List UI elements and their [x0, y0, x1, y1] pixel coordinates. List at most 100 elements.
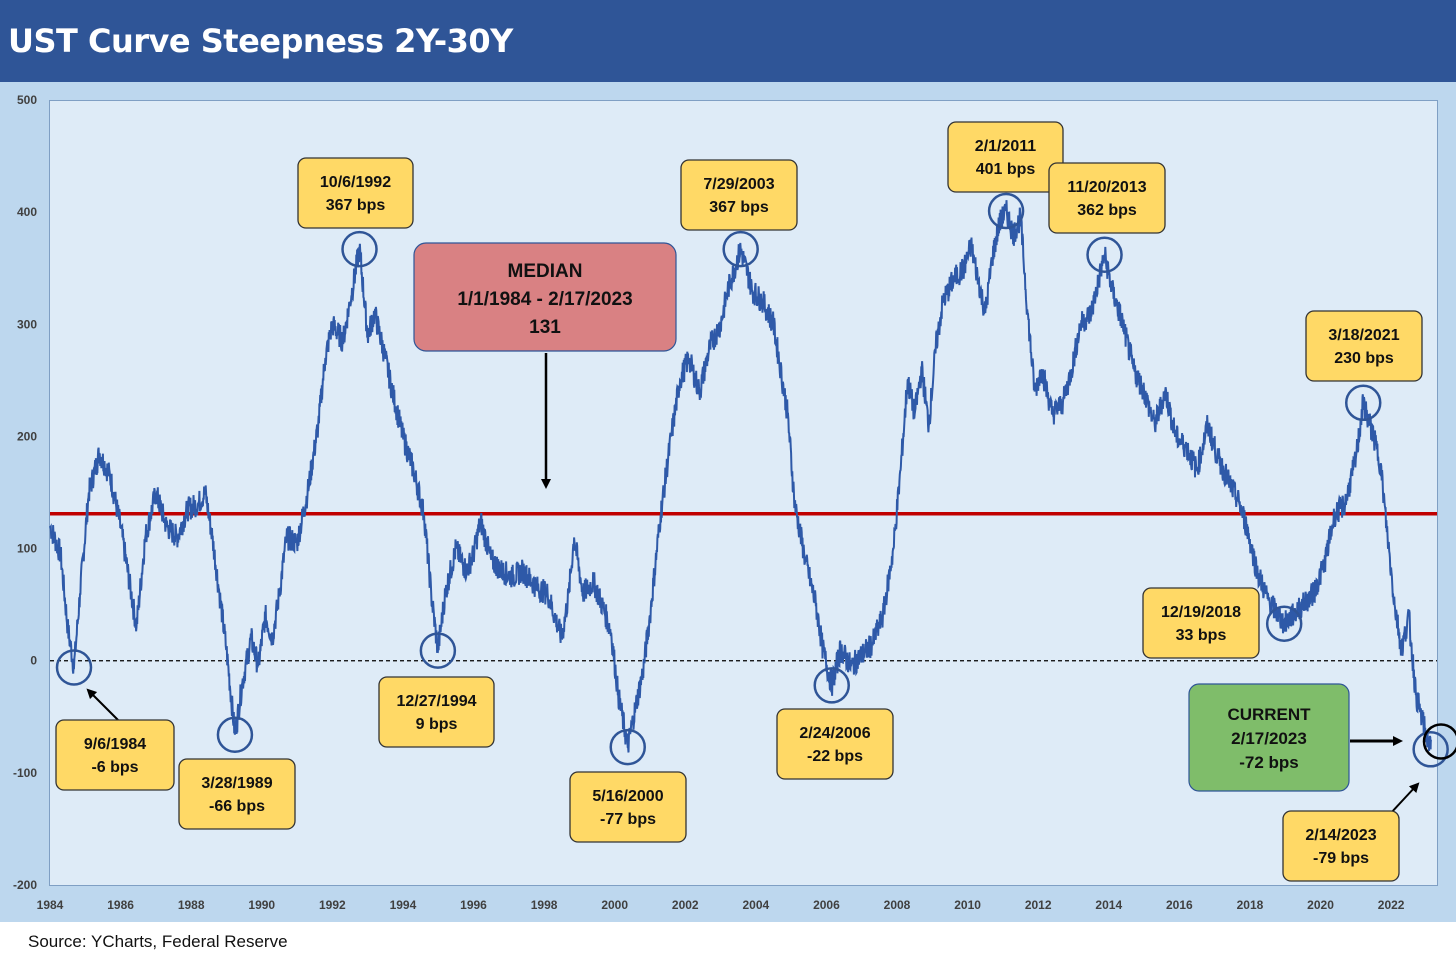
callout-a2006: 2/24/2006 -22 bps [776, 708, 894, 780]
callout-date: 9/6/1984 [84, 736, 146, 753]
callout-a2018: 12/19/2018 33 bps [1142, 587, 1260, 659]
callout-a1989: 3/28/1989 -66 bps [178, 758, 296, 830]
x-tick-label: 2018 [1237, 898, 1264, 912]
callout-date: 12/19/2018 [1161, 604, 1241, 621]
chart-title: UST Curve Steepness 2Y-30Y [8, 22, 513, 60]
extreme-circle [609, 728, 646, 766]
callout-date: 5/16/2000 [592, 788, 663, 805]
y-tick-label: 400 [17, 205, 37, 219]
callout-date: 11/20/2013 [1067, 179, 1146, 196]
callout-value: -79 bps [1313, 850, 1369, 867]
extreme-circle [987, 192, 1025, 230]
callout-date: 3/18/2021 [1328, 327, 1399, 344]
callout-value: 9 bps [416, 716, 458, 733]
extreme-circle [341, 230, 378, 268]
x-tick-label: 2002 [672, 898, 699, 912]
callout-a1994: 12/27/1994 9 bps [378, 676, 495, 748]
x-tick-label: 2006 [813, 898, 840, 912]
callout-box [1142, 587, 1260, 659]
x-axis-ticks: 1984 1986 1988 1990 1992 1994 1996 1998 2000 2002… [37, 898, 1405, 912]
current-box-line1: CURRENT [1227, 705, 1311, 724]
arrow-2023 [1389, 782, 1420, 815]
extreme-markers [55, 192, 1456, 768]
x-tick-label: 1984 [37, 898, 64, 912]
callout-box [55, 719, 175, 791]
callout-a2023: 2/14/2023 -79 bps [1282, 810, 1400, 882]
callout-box [776, 708, 894, 780]
y-tick-label: 200 [17, 429, 37, 443]
extreme-circle [419, 632, 457, 669]
callout-date: 2/14/2023 [1305, 827, 1376, 844]
series-line [49, 200, 1432, 753]
callout-a2011: 2/1/2011 401 bps [947, 121, 1064, 193]
callout-date: 7/29/2003 [703, 176, 774, 193]
callout-value: -22 bps [807, 748, 863, 765]
x-tick-label: 1992 [319, 898, 346, 912]
median-box-line3: 131 [529, 317, 561, 338]
x-tick-label: 1996 [460, 898, 487, 912]
median-box: MEDIAN 1/1/1984 - 2/17/2023 131 [413, 242, 677, 352]
callout-date: 10/6/1992 [320, 174, 391, 191]
callouts: 9/6/1984 -6 bps 3/28/1989 -66 bps 10/6/1992 3… [55, 121, 1423, 882]
x-tick-label: 2016 [1166, 898, 1193, 912]
x-tick-label: 1990 [248, 898, 275, 912]
x-tick-label: 2014 [1095, 898, 1122, 912]
extreme-circle [722, 230, 759, 268]
callout-box [947, 121, 1064, 193]
callout-value: 401 bps [976, 161, 1036, 178]
source-note: Source: YCharts, Federal Reserve [28, 932, 288, 951]
extreme-circle [1344, 384, 1382, 422]
callout-a2000: 5/16/2000 -77 bps [569, 771, 687, 843]
extreme-circle [1265, 605, 1303, 642]
y-axis-ticks: 500 400 300 200 100 0 -100 -200 [13, 93, 37, 892]
extreme-circle [1086, 236, 1123, 274]
current-circle [1422, 723, 1456, 760]
callout-box [297, 157, 414, 229]
x-tick-label: 1998 [531, 898, 558, 912]
extreme-circle [216, 716, 254, 753]
callout-box [569, 771, 687, 843]
current-box: CURRENT 2/17/2023 -72 bps [1188, 683, 1350, 792]
median-box-line1: MEDIAN [508, 261, 583, 282]
x-tick-label: 1986 [107, 898, 134, 912]
y-tick-label: 0 [30, 654, 37, 668]
callout-date: 12/27/1994 [396, 693, 476, 710]
arrow-1984 [86, 688, 119, 721]
title-bar: UST Curve Steepness 2Y-30Y [0, 0, 1456, 82]
y-tick-label: 100 [17, 542, 37, 556]
extreme-circle [813, 667, 850, 704]
callout-a2013: 11/20/2013 362 bps [1048, 162, 1166, 234]
current-box-line2: 2/17/2023 [1231, 729, 1307, 748]
x-tick-label: 2020 [1307, 898, 1334, 912]
callout-date: 2/24/2006 [799, 725, 870, 742]
callout-value: 367 bps [709, 199, 769, 216]
x-tick-label: 2008 [884, 898, 911, 912]
callout-value: 33 bps [1176, 627, 1227, 644]
callout-date: 2/1/2011 [975, 138, 1037, 155]
callout-box [1048, 162, 1166, 234]
x-tick-label: 2010 [954, 898, 981, 912]
x-tick-label: 2012 [1025, 898, 1052, 912]
callout-date: 3/28/1989 [201, 775, 272, 792]
callout-box [178, 758, 296, 830]
callout-box [1282, 810, 1400, 882]
current-box-line3: -72 bps [1239, 753, 1299, 772]
x-tick-label: 2000 [601, 898, 628, 912]
callout-a2021: 3/18/2021 230 bps [1305, 310, 1423, 382]
callout-value: -6 bps [91, 759, 138, 776]
x-tick-label: 2022 [1378, 898, 1405, 912]
callout-box [1305, 310, 1423, 382]
callout-a1984: 9/6/1984 -6 bps [55, 719, 175, 791]
callout-value: -77 bps [600, 811, 656, 828]
extreme-circle [55, 649, 93, 686]
extreme-circle [1412, 731, 1449, 768]
callout-a1992: 10/6/1992 367 bps [297, 157, 414, 229]
callout-value: 367 bps [326, 197, 386, 214]
x-tick-label: 2004 [743, 898, 770, 912]
callout-value: -66 bps [209, 798, 265, 815]
callout-box [378, 676, 495, 748]
y-tick-label: 500 [17, 93, 37, 107]
x-tick-label: 1994 [390, 898, 417, 912]
y-tick-label: 300 [17, 317, 37, 331]
